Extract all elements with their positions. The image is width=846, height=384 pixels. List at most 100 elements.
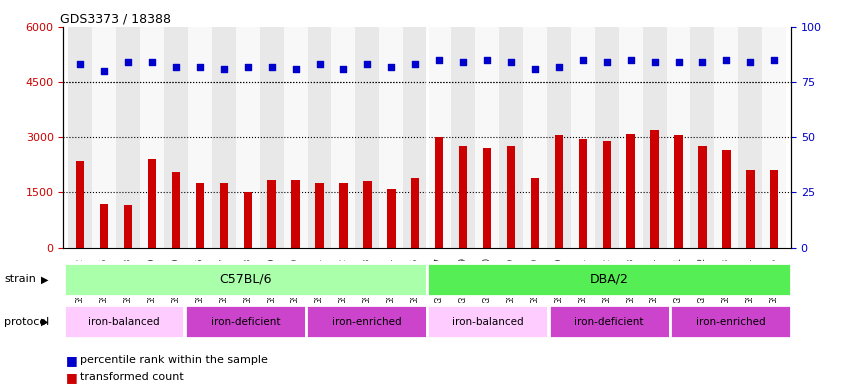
- Point: [288, 66, 302, 72]
- Bar: [714, 27, 739, 248]
- Bar: [306, 305, 427, 338]
- Point: [720, 57, 733, 63]
- Text: protocol: protocol: [4, 316, 49, 327]
- Point: [504, 59, 518, 65]
- Bar: [236, 27, 260, 248]
- Bar: [332, 27, 355, 248]
- Bar: [387, 189, 396, 248]
- Point: [695, 59, 709, 65]
- Point: [624, 57, 637, 63]
- Bar: [746, 170, 755, 248]
- Text: percentile rank within the sample: percentile rank within the sample: [80, 355, 268, 365]
- Bar: [76, 161, 85, 248]
- Text: ■: ■: [66, 371, 78, 384]
- Bar: [69, 27, 92, 248]
- Point: [648, 59, 662, 65]
- Point: [576, 57, 590, 63]
- Bar: [690, 27, 714, 248]
- Text: C57BL/6: C57BL/6: [219, 273, 272, 286]
- Bar: [427, 27, 451, 248]
- Bar: [195, 183, 204, 248]
- Bar: [63, 305, 184, 338]
- Bar: [602, 141, 611, 248]
- Bar: [164, 27, 188, 248]
- Bar: [762, 27, 786, 248]
- Point: [672, 59, 685, 65]
- Bar: [308, 27, 332, 248]
- Point: [74, 61, 87, 68]
- Bar: [92, 27, 116, 248]
- Bar: [667, 27, 690, 248]
- Point: [409, 61, 422, 68]
- Bar: [595, 27, 618, 248]
- Point: [600, 59, 613, 65]
- Bar: [451, 27, 475, 248]
- Bar: [100, 204, 108, 248]
- Point: [481, 57, 494, 63]
- Point: [432, 57, 446, 63]
- Bar: [530, 178, 539, 248]
- Bar: [579, 139, 587, 248]
- Bar: [379, 27, 404, 248]
- Bar: [770, 170, 778, 248]
- Bar: [363, 182, 371, 248]
- Text: iron-balanced: iron-balanced: [452, 316, 524, 327]
- Text: iron-enriched: iron-enriched: [332, 316, 401, 327]
- Bar: [188, 27, 212, 248]
- Point: [97, 68, 111, 74]
- Bar: [291, 180, 299, 248]
- Bar: [220, 183, 228, 248]
- Text: iron-enriched: iron-enriched: [695, 316, 765, 327]
- Bar: [148, 159, 157, 248]
- Bar: [63, 263, 427, 296]
- Bar: [670, 305, 791, 338]
- Bar: [124, 205, 132, 248]
- Bar: [722, 150, 731, 248]
- Bar: [116, 27, 140, 248]
- Bar: [435, 137, 443, 248]
- Point: [241, 64, 255, 70]
- Text: GDS3373 / 18388: GDS3373 / 18388: [60, 13, 171, 26]
- Bar: [140, 27, 164, 248]
- Point: [552, 64, 566, 70]
- Text: iron-balanced: iron-balanced: [88, 316, 160, 327]
- Bar: [283, 27, 308, 248]
- Point: [337, 66, 350, 72]
- Text: ▶: ▶: [41, 316, 48, 327]
- Bar: [571, 27, 595, 248]
- Bar: [651, 130, 659, 248]
- Bar: [244, 192, 252, 248]
- Bar: [316, 183, 324, 248]
- Point: [313, 61, 327, 68]
- Bar: [427, 263, 791, 296]
- Point: [385, 64, 398, 70]
- Point: [456, 59, 470, 65]
- Text: ■: ■: [66, 354, 78, 367]
- Bar: [260, 27, 283, 248]
- Point: [744, 59, 757, 65]
- Bar: [411, 178, 420, 248]
- Bar: [427, 305, 548, 338]
- Bar: [549, 305, 669, 338]
- Bar: [698, 146, 706, 248]
- Point: [121, 59, 135, 65]
- Bar: [475, 27, 499, 248]
- Bar: [739, 27, 762, 248]
- Bar: [172, 172, 180, 248]
- Text: iron-deficient: iron-deficient: [574, 316, 644, 327]
- Text: DBA/2: DBA/2: [590, 273, 629, 286]
- Bar: [185, 305, 305, 338]
- Bar: [674, 136, 683, 248]
- Bar: [523, 27, 547, 248]
- Point: [193, 64, 206, 70]
- Bar: [618, 27, 643, 248]
- Bar: [212, 27, 236, 248]
- Bar: [627, 134, 634, 248]
- Bar: [555, 136, 563, 248]
- Text: strain: strain: [4, 274, 36, 285]
- Bar: [267, 180, 276, 248]
- Bar: [507, 146, 515, 248]
- Bar: [483, 148, 492, 248]
- Bar: [404, 27, 427, 248]
- Bar: [459, 146, 467, 248]
